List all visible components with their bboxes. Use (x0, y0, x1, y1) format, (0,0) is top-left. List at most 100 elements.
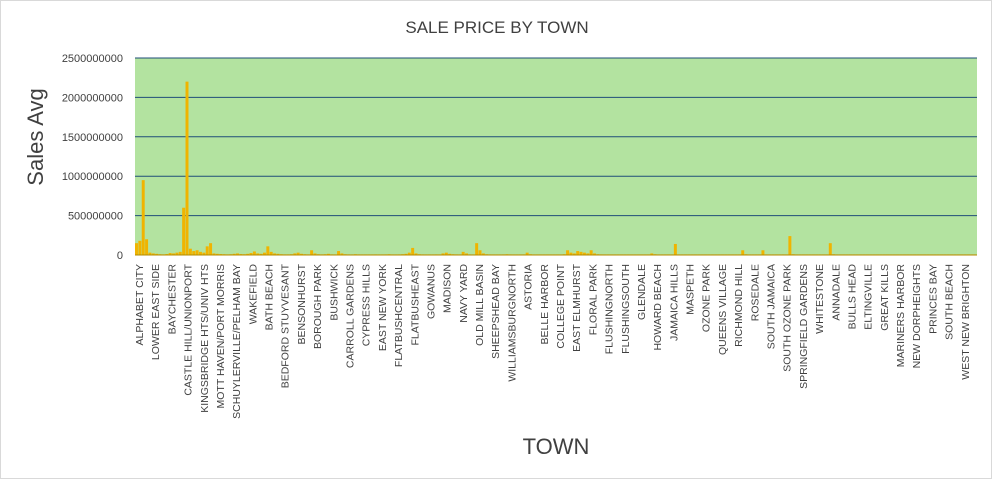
bar (582, 252, 586, 255)
x-tick-label: QUEENS VILLAGE (717, 264, 729, 355)
bar (141, 180, 145, 255)
bar (337, 251, 341, 255)
bar (236, 253, 240, 255)
x-tick-label: SOUTH JAMAICA (766, 264, 778, 349)
bar (256, 253, 260, 255)
x-tick-label: CASTLE HILL/UNIONPORT (183, 263, 195, 395)
x-tick-label: KINGSBRIDGE HTS/UNIV HTS (199, 264, 211, 413)
x-tick-label: OZONE PARK (701, 264, 713, 332)
x-tick-label: BOROUGH PARK (312, 264, 324, 349)
bar (461, 251, 465, 255)
bar (293, 253, 297, 255)
bar (205, 246, 209, 255)
bar (828, 243, 832, 255)
bar (172, 253, 176, 255)
bar (465, 253, 469, 255)
x-tick-label: CYPRESS HILLS (361, 264, 373, 346)
y-tick-label: 1000000000 (62, 171, 123, 183)
bar (232, 253, 236, 255)
bar (569, 252, 573, 255)
x-tick-label: SPRINGFIELD GARDENS (798, 264, 810, 389)
bar (478, 250, 482, 255)
bar (788, 236, 792, 255)
x-tick-label: WHITESTONE (814, 264, 826, 334)
x-tick-label: WAKEFIELD (247, 264, 259, 325)
x-tick-label: OLD MILL BASIN (474, 264, 486, 346)
x-tick-label: BEDFORD STUYVESANT (280, 263, 292, 388)
bar (576, 251, 580, 255)
bar (481, 253, 485, 255)
bar (475, 243, 479, 255)
x-tick-label: GREAT KILLS (879, 264, 891, 331)
y-tick-label: 2500000000 (62, 53, 123, 65)
x-tick-label: WILLIAMSBURGNORTH (506, 264, 518, 382)
x-tick-label: ANNADALE (830, 264, 842, 321)
bar (566, 250, 570, 255)
y-tick-label: 500000000 (68, 211, 123, 223)
x-tick-label: RICHMOND HILL (733, 264, 745, 347)
bar (262, 252, 266, 255)
x-tick-label: ROSEDALE (749, 264, 761, 321)
x-tick-label: JAMAICA HILLS (668, 264, 680, 341)
x-tick-label: BULLS HEAD (846, 264, 858, 330)
bar (188, 248, 192, 255)
bar (155, 253, 159, 255)
x-tick-label: HOWARD BEACH (652, 264, 664, 351)
bar (138, 240, 142, 255)
bar (572, 253, 576, 255)
x-tick-label: BUSHWICK (328, 264, 340, 321)
bar (178, 251, 182, 255)
x-tick-label: BENSONHURST (296, 263, 308, 344)
bar (300, 253, 303, 255)
x-tick-label: ELTINGVILLE (863, 264, 875, 330)
x-tick-label: EAST NEW YORK (377, 264, 389, 351)
x-tick-label: FLUSHINGNORTH (604, 264, 616, 354)
bar (175, 252, 179, 255)
x-tick-label: ASTORIA (523, 264, 535, 310)
x-tick-label: SOUTH OZONE PARK (782, 264, 794, 372)
bar (151, 253, 155, 255)
bar (525, 252, 529, 255)
x-tick-label: BAYCHESTER (166, 264, 178, 335)
bar (586, 253, 590, 255)
x-tick-label: PRINCES BAY (927, 264, 939, 334)
x-tick-label: COLLEGE POINT (555, 263, 567, 348)
chart-title: SALE PRICE BY TOWN (405, 18, 588, 37)
bar (411, 247, 415, 255)
bar (209, 243, 213, 255)
x-tick-label: LOWER EAST SIDE (150, 264, 162, 360)
x-tick-label: GOWANUS (425, 264, 437, 319)
bar (145, 239, 149, 255)
x-tick-label: MASPETH (685, 264, 697, 315)
bar (198, 251, 202, 255)
bar (310, 250, 314, 255)
bar (326, 253, 330, 255)
x-tick-label: SHEEPSHEAD BAY (490, 264, 502, 359)
bar (296, 252, 300, 255)
bar (185, 81, 189, 255)
plot-area: 0 500000000 1000000000 1500000000 2000000000… (62, 53, 977, 419)
x-tick-label: SOUTH BEACH (944, 264, 956, 340)
bar (202, 252, 206, 255)
bar (252, 251, 256, 255)
x-tick-label: MADISON (442, 264, 454, 313)
bar (340, 253, 344, 255)
y-tick-label: 2000000000 (62, 92, 123, 104)
x-tick-label: NEW DORPHEIGHTS (911, 264, 923, 368)
bar (168, 253, 172, 255)
bar (182, 207, 186, 255)
bar (673, 243, 677, 255)
bar (249, 253, 253, 255)
bar (441, 253, 445, 255)
bar (407, 252, 411, 255)
bar (266, 246, 270, 255)
plot-background (135, 58, 977, 255)
bar (589, 250, 593, 255)
x-tick-label: BELLE HARBOR (539, 264, 551, 345)
bar (444, 252, 448, 255)
bar (135, 243, 138, 255)
bar (404, 253, 408, 255)
x-tick-label: ALPHABET CITY (134, 264, 146, 346)
x-tick-label: SCHUYLERVILLE/PELHAM BAY (231, 264, 243, 419)
